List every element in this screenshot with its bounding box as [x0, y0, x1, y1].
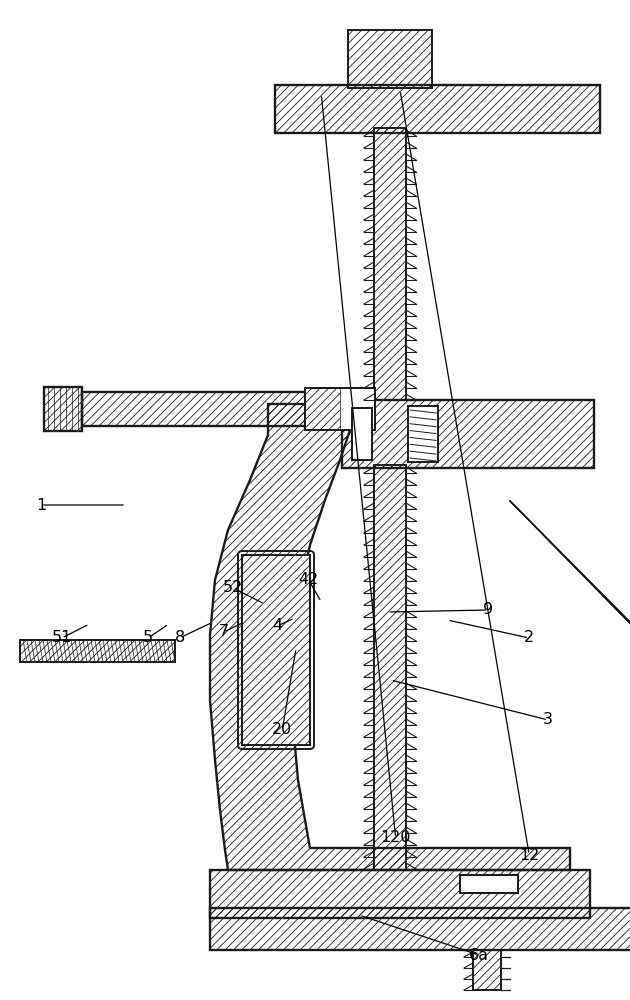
Text: 2: 2 [524, 631, 534, 646]
Text: 1: 1 [36, 497, 46, 512]
Bar [242, 555, 310, 745]
Text: 12: 12 [519, 848, 539, 862]
Bar [374, 128, 406, 400]
Bar [44, 387, 82, 431]
Text: 51: 51 [52, 631, 72, 646]
Text: 120: 120 [381, 830, 411, 846]
Bar [82, 392, 372, 426]
Text: 6a: 6a [469, 948, 489, 962]
Text: 8: 8 [175, 631, 185, 646]
Bar [20, 640, 175, 662]
Text: 4: 4 [272, 618, 282, 634]
Bar [473, 950, 501, 990]
Bar [460, 875, 518, 893]
Text: 42: 42 [299, 572, 319, 587]
Bar [342, 400, 594, 468]
Text: 5: 5 [143, 631, 153, 646]
Bar [242, 555, 310, 745]
Text: 3: 3 [543, 712, 553, 728]
Bar [408, 406, 438, 462]
Text: 52: 52 [223, 580, 243, 595]
Bar [460, 875, 518, 893]
Text: 20: 20 [272, 722, 292, 738]
Bar [314, 388, 372, 430]
Bar [352, 408, 372, 460]
Text: 7: 7 [219, 624, 229, 640]
Bar [210, 908, 630, 950]
Bar [305, 388, 340, 430]
Text: 9: 9 [483, 602, 493, 617]
Bar [210, 870, 590, 918]
Bar [305, 388, 375, 430]
Bar [374, 465, 406, 870]
Bar [275, 85, 600, 133]
Bar [348, 30, 432, 88]
